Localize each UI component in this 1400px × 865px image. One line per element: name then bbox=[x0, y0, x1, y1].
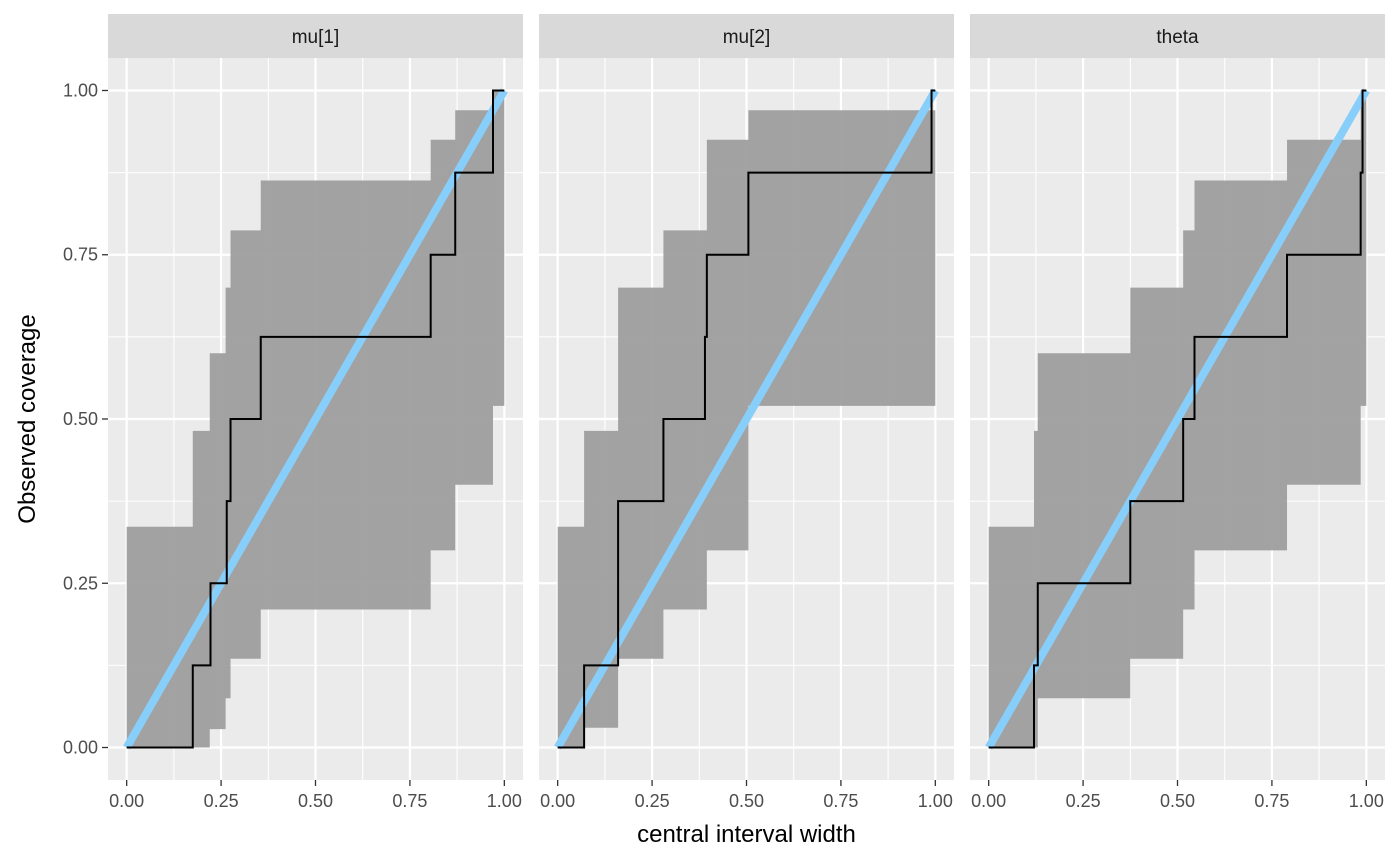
x-axis-title: central interval width bbox=[637, 821, 856, 848]
y-tick-label: 0.75 bbox=[63, 245, 98, 265]
observed-coverage-step-line bbox=[557, 89, 936, 749]
x-tick-label: 0.50 bbox=[1160, 791, 1195, 811]
reference-diagonal-line bbox=[123, 88, 508, 750]
facet-strip bbox=[539, 14, 954, 58]
x-tick-label: 0.00 bbox=[540, 791, 575, 811]
facet-panel-3: theta 0.00 0.25 0.50 0.75 1.00 bbox=[970, 14, 1385, 811]
y-axis-title: Observed coverage bbox=[14, 314, 41, 523]
facet-panels: mu[1] 0.00 0.25 0.50 0.75 1.00 mu[2] 0.00 0.25 0.… bbox=[108, 14, 1385, 811]
x-tick-label: 1.00 bbox=[1349, 791, 1384, 811]
observed-coverage-step-line bbox=[988, 89, 1367, 749]
x-tick-label: 0.00 bbox=[971, 791, 1006, 811]
reference-diagonal-line bbox=[985, 88, 1370, 750]
y-tick-label: 0.25 bbox=[63, 573, 98, 593]
facet-strip-label: mu[1] bbox=[292, 27, 340, 48]
y-axis: 0.00 0.25 0.50 0.75 1.00 bbox=[63, 80, 108, 758]
x-tick-label: 0.25 bbox=[204, 791, 239, 811]
x-tick-label: 0.75 bbox=[1254, 791, 1289, 811]
x-tick-label: 0.75 bbox=[392, 791, 427, 811]
facet-panel-1: mu[1] 0.00 0.25 0.50 0.75 1.00 bbox=[108, 14, 523, 811]
x-tick-label: 1.00 bbox=[918, 791, 953, 811]
reference-diagonal-line bbox=[554, 88, 939, 750]
x-tick-label: 0.25 bbox=[635, 791, 670, 811]
x-tick-label: 0.50 bbox=[729, 791, 764, 811]
y-tick-label: 0.50 bbox=[63, 409, 98, 429]
y-tick-label: 1.00 bbox=[63, 80, 98, 100]
observed-coverage-step-line bbox=[126, 89, 505, 749]
facet-strip bbox=[970, 14, 1385, 58]
x-tick-label: 0.75 bbox=[823, 791, 858, 811]
facet-strip bbox=[108, 14, 523, 58]
y-tick-label: 0.00 bbox=[63, 738, 98, 758]
facet-strip-label: mu[2] bbox=[723, 27, 771, 48]
x-tick-label: 0.00 bbox=[109, 791, 144, 811]
x-tick-label: 0.25 bbox=[1066, 791, 1101, 811]
x-tick-label: 0.50 bbox=[298, 791, 333, 811]
x-tick-label: 1.00 bbox=[487, 791, 522, 811]
facet-panel-2: mu[2] 0.00 0.25 0.50 0.75 1.00 bbox=[539, 14, 954, 811]
facet-strip-label: theta bbox=[1156, 27, 1199, 48]
